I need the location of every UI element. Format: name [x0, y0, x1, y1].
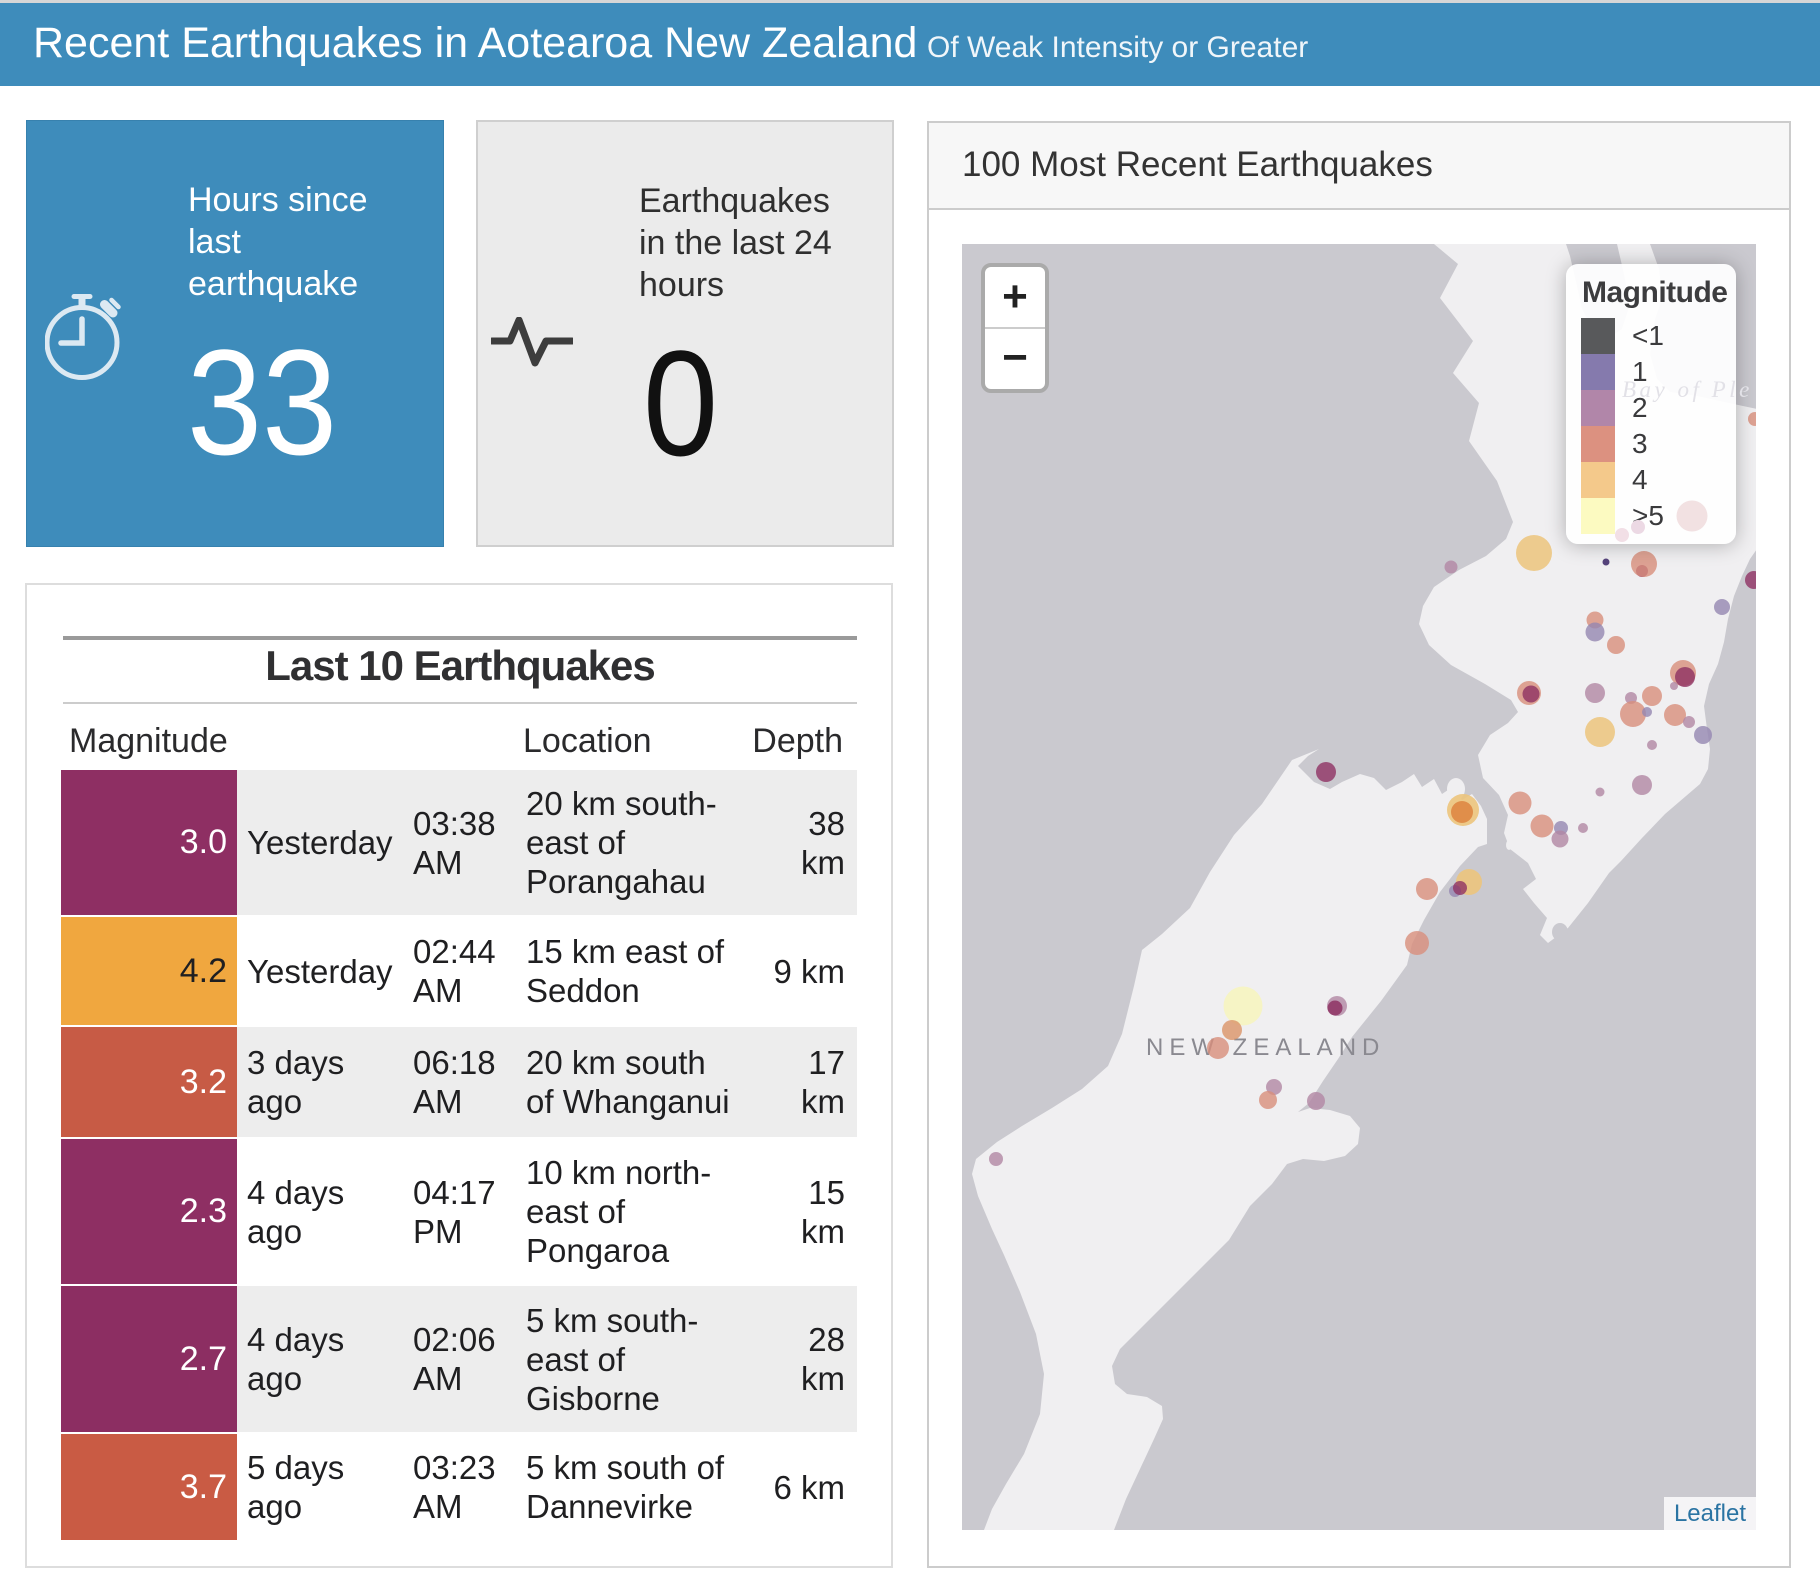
svg-text:NEW ZEALAND: NEW ZEALAND — [1146, 1034, 1385, 1061]
